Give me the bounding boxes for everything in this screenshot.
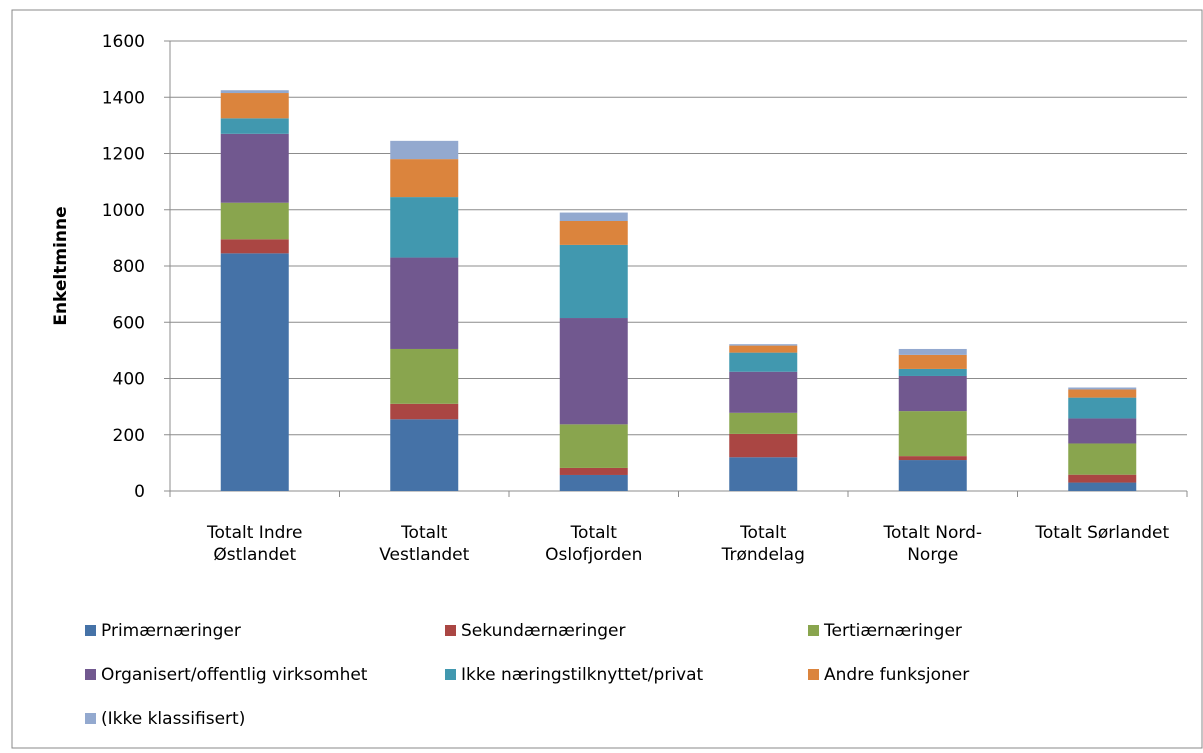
bar-segment [390,140,459,160]
x-tick-label: Totalt Oslofjorden [545,523,642,565]
y-tick-label: 1000 [102,201,145,221]
bar-segment [220,253,289,491]
bar-segment [729,352,798,372]
bar-segment [220,93,289,119]
bar-segment [898,456,967,461]
y-tick-label: 600 [113,313,145,333]
y-tick-label: 1200 [102,145,145,165]
bar-segment [390,197,459,258]
bar-segment [390,419,459,491]
bar-segment [220,118,289,134]
bar-segment [729,344,798,346]
bar-segment [729,457,798,491]
bar-segment [1068,397,1137,419]
bar-segment [1068,443,1137,475]
bar-segment [898,375,967,412]
bar-segment [220,239,289,254]
bar-segment [898,411,967,457]
y-tick-label: 1600 [102,32,145,52]
legend-swatch [808,625,819,636]
legend-label: Sekundærnæringer [461,621,626,641]
bar-segment [390,348,459,404]
bar-segment [220,90,289,94]
legend-swatch [85,669,96,680]
bar-segment [898,348,967,355]
legend-label: Organisert/offentlig virksomhet [101,665,368,685]
bar-segment [390,403,459,420]
legend-swatch [445,669,456,680]
bar-segment [898,368,967,376]
bar-segment [729,371,798,413]
bar-segment [559,221,628,245]
y-tick-label: 800 [113,257,145,277]
bar-segment [1068,482,1137,491]
bar-segment [898,354,967,369]
bar-segment [559,467,628,475]
bar-segment [559,244,628,319]
bar-segment [1068,389,1137,398]
y-tick-label: 200 [113,426,145,446]
x-tick-label: Totalt Indre Østlandet [206,523,302,565]
y-tick-label: 400 [113,370,145,390]
bar-segment [1068,474,1137,483]
legend-label: Tertiærnæringer [823,621,962,641]
x-tick-label: Totalt Nord-Norge [882,523,982,565]
y-tick-label: 1400 [102,88,145,108]
legend-label: Primærnæringer [101,621,241,641]
bar-segment [390,257,459,349]
bar-segment [729,433,798,458]
bar-segment [559,318,628,425]
bar-segment [1068,387,1137,390]
x-tick-label: Totalt Vestlandet [379,523,469,565]
legend-label: Ikke næringstilknyttet/privat [461,665,704,685]
bar-segment [898,460,967,491]
legend-swatch [808,669,819,680]
legend-label: (Ikke klassifisert) [101,709,245,729]
bar-segment [729,412,798,434]
bar-segment [559,212,628,221]
legend-swatch [85,625,96,636]
y-axis-label: Enkeltminne [51,206,71,325]
bar-segment [729,345,798,353]
y-tick-label: 0 [134,482,145,502]
bar-segment [559,474,628,491]
legend-label: Andre funksjoner [824,665,969,685]
bar-segment [390,159,459,198]
x-tick-label: Totalt Sørlandet [1034,523,1169,543]
x-tick-label: Totalt Trøndelag [721,523,805,565]
bar-segment [220,202,289,240]
legend-swatch [85,713,96,724]
bar-segment [559,424,628,468]
bar-segment [1068,418,1137,444]
legend-swatch [445,625,456,636]
bar-segment [220,133,289,203]
